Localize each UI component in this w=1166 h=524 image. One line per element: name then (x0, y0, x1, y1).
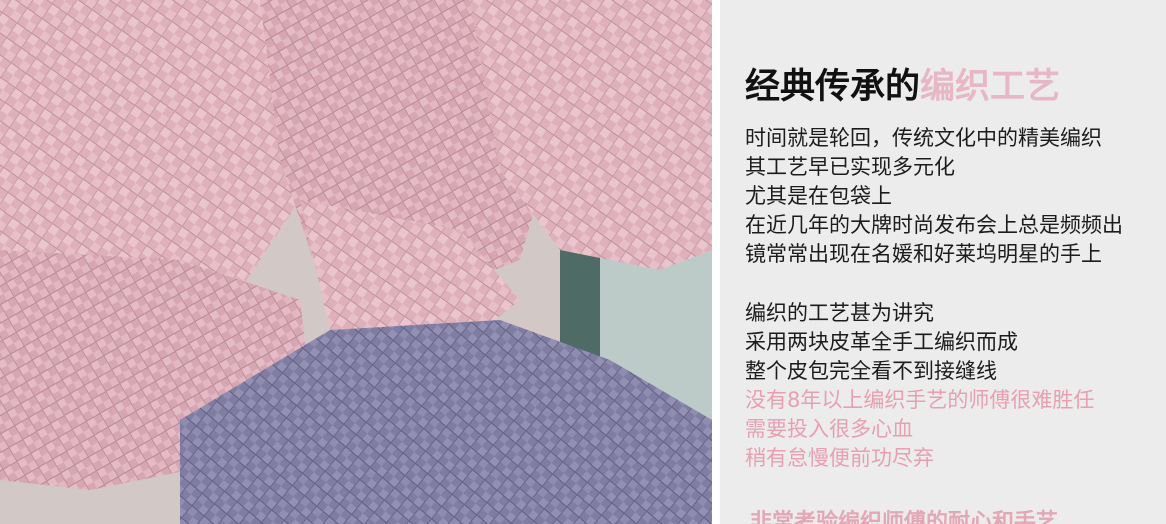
text-panel: 经典传承的编织工艺 时间就是轮回，传统文化中的精美编织 其工艺早已实现多元化 尤… (720, 0, 1166, 524)
highlight-line: 没有8年以上编织手艺的师傅很难胜任 (745, 388, 1095, 412)
title-black-part: 经典传承的 (745, 67, 921, 107)
woven-leather-illustration (0, 0, 712, 524)
section-title: 经典传承的编织工艺 (745, 58, 1060, 109)
description-line: 尤其是在包袋上 (745, 184, 892, 208)
photo-divider (712, 0, 720, 524)
title-pink-part: 编织工艺 (920, 67, 1061, 107)
description-text: 时间就是轮回，传统文化中的精美编织 其工艺早已实现多元化 尤其是在包袋上 在近几… (745, 124, 1123, 473)
description-line: 采用两块皮革全手工编织而成 (745, 330, 1018, 354)
description-line: 时间就是轮回，传统文化中的精美编织 (745, 126, 1102, 150)
description-line: 其工艺早已实现多元化 (745, 155, 955, 179)
description-line: 编织的工艺甚为讲究 (745, 301, 934, 325)
description-line: 在近几年的大牌时尚发布会上总是频频出 (745, 213, 1123, 237)
description-line: 整个皮包完全看不到接缝线 (745, 359, 997, 383)
highlight-line: 稍有怠慢便前功尽弃 (745, 446, 934, 470)
paragraph-gap (745, 269, 1123, 299)
footer-tagline: 非常考验编织师傅的耐心和手艺 (750, 510, 1059, 524)
woven-leather-photo (0, 0, 712, 524)
description-line: 镜常常出现在名媛和好莱坞明星的手上 (745, 242, 1102, 266)
highlight-line: 需要投入很多心血 (745, 417, 913, 441)
